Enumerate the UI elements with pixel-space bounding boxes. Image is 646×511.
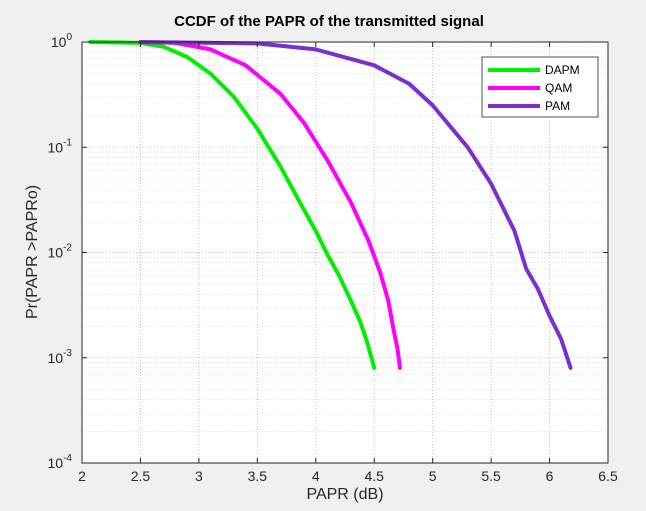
- x-tick-label: 5.5: [481, 468, 501, 484]
- legend-label-qam: QAM: [545, 81, 572, 95]
- x-tick-label: 3: [195, 468, 203, 484]
- x-tick-label: 2: [78, 468, 86, 484]
- y-tick-label: 10-3: [48, 348, 73, 366]
- x-axis-ticks: 2 2.5 3 3.5 4 4.5 5 5.5 6 6.5: [78, 42, 618, 484]
- legend: DAPM QAM PAM: [481, 56, 599, 118]
- x-axis-label: PAPR (dB): [306, 486, 383, 503]
- x-tick-label: 4: [312, 468, 320, 484]
- y-tick-label: 10-2: [48, 243, 73, 261]
- series-line-dapm: [88, 40, 377, 370]
- x-tick-label: 5: [429, 468, 437, 484]
- series-line-pam: [138, 40, 573, 370]
- y-axis-ticks: 100 10-1 10-2 10-3 10-4: [48, 32, 608, 471]
- y-tick-label: 10-4: [48, 453, 73, 471]
- legend-label-pam: PAM: [545, 99, 570, 113]
- legend-label-dapm: DAPM: [545, 63, 580, 77]
- series-layer: [88, 40, 573, 370]
- x-tick-label: 3.5: [248, 468, 268, 484]
- y-axis-label: Pr(PAPR >PAPRo): [24, 185, 41, 319]
- y-tick-label: 10-1: [48, 137, 73, 155]
- y-tick-label: 100: [51, 32, 73, 50]
- x-tick-label: 6: [546, 468, 554, 484]
- series-line-qam: [138, 40, 402, 370]
- x-tick-label: 6.5: [598, 468, 618, 484]
- chart-title: CCDF of the PAPR of the transmitted sign…: [174, 13, 484, 30]
- x-tick-label: 4.5: [364, 468, 384, 484]
- x-tick-label: 2.5: [131, 468, 151, 484]
